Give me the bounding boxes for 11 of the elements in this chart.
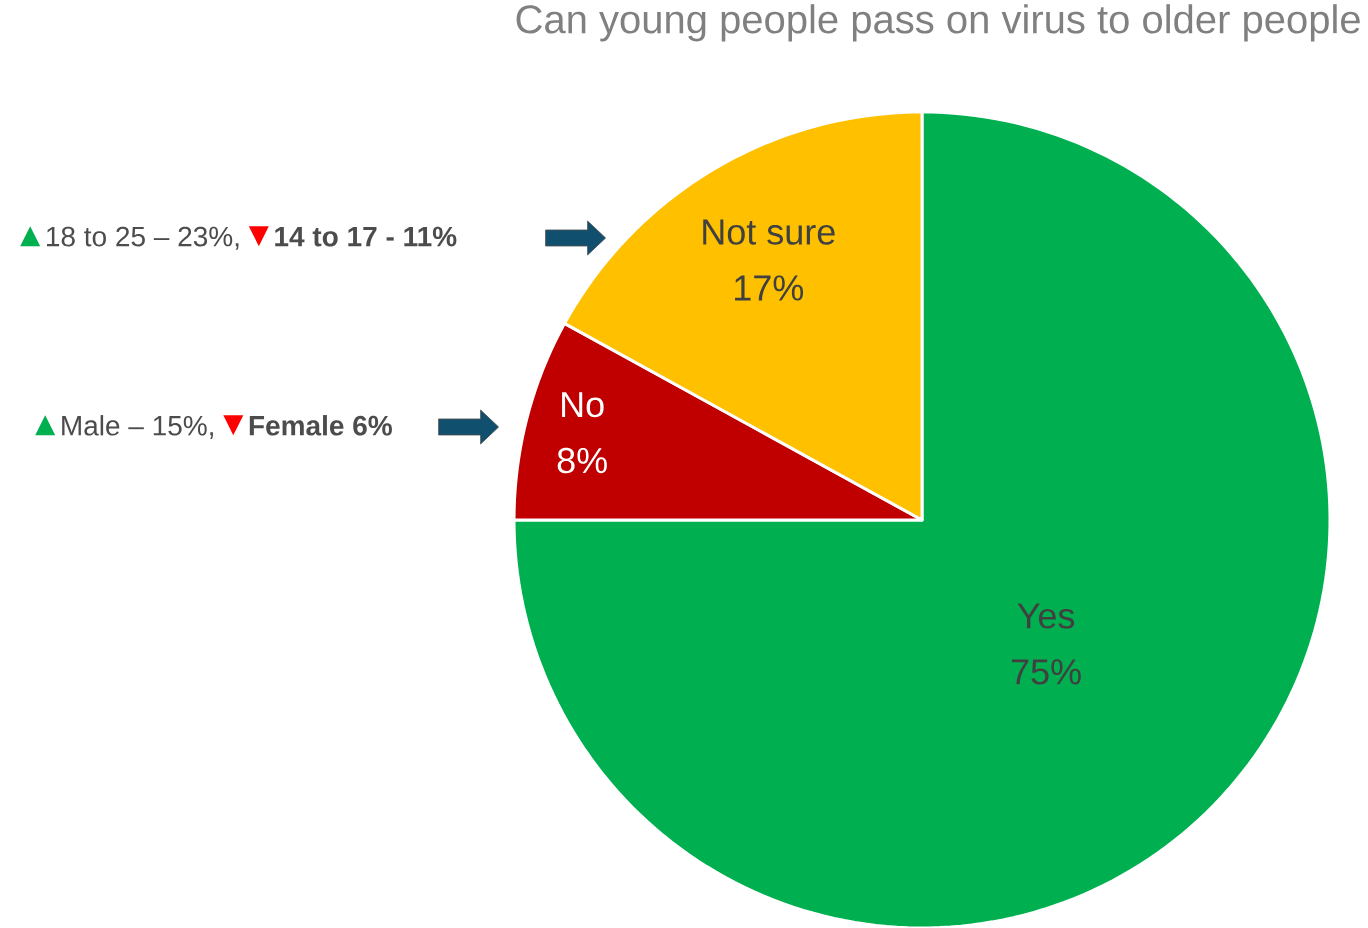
data-label: 8% (557, 447, 607, 474)
data-label: 75% (1011, 659, 1081, 685)
text: 14 to 17 - 11% (275, 226, 457, 247)
slice-label: Yes (1017, 603, 1075, 629)
data-label: 17% (735, 275, 804, 301)
slice-label: Not sure (703, 219, 835, 245)
slice-label: No (562, 392, 604, 418)
chart-title: Can young people pass on virus to older people (516, 4, 1360, 42)
text: Male – 15%, (62, 415, 213, 439)
text: Female 6% (249, 415, 392, 436)
text: 18 to 25 – 23%, (47, 226, 239, 250)
